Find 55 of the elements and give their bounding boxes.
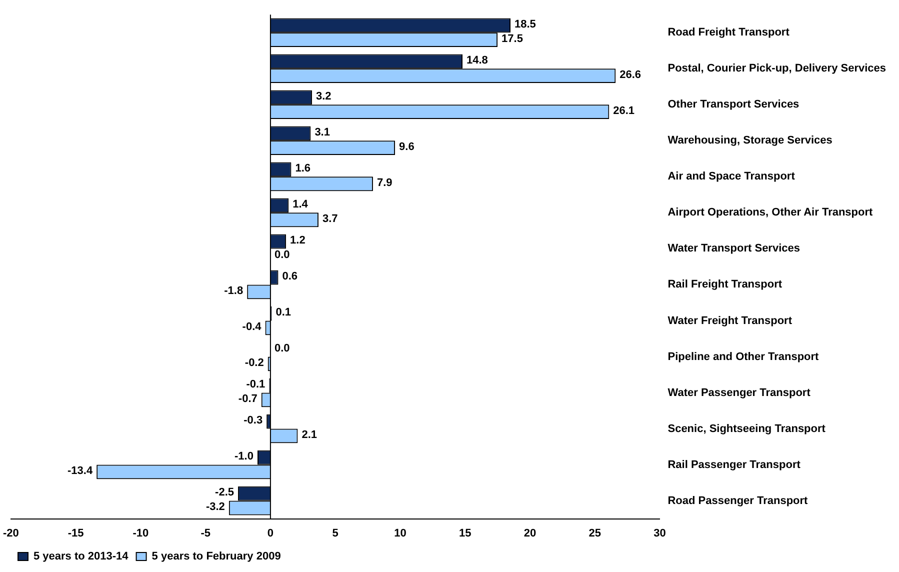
x-tick-label: -20 <box>2 527 19 540</box>
legend-label: 5 years to February 2009 <box>152 550 281 563</box>
data-label: -0.4 <box>242 320 262 333</box>
data-label: -1.8 <box>224 284 244 297</box>
data-label: -13.4 <box>68 465 94 478</box>
data-label: 0.0 <box>274 248 290 261</box>
data-label: -3.2 <box>206 501 225 514</box>
x-tick-label: 0 <box>267 527 274 540</box>
y-tick-label: Air and Space Transport <box>668 170 796 183</box>
y-tick-label: Water Freight Transport <box>668 314 792 327</box>
data-label: 26.1 <box>613 104 635 117</box>
data-label: 3.7 <box>322 212 338 225</box>
data-label: 9.6 <box>399 140 414 153</box>
data-label: -0.3 <box>244 414 263 427</box>
legend-label: 5 years to 2013-14 <box>34 550 130 563</box>
data-label: 3.1 <box>314 126 330 138</box>
data-label: 17.5 <box>502 32 523 45</box>
data-label: -1.0 <box>234 450 254 463</box>
y-tick-label: Road Freight Transport <box>668 26 790 39</box>
data-label: 14.8 <box>466 54 488 66</box>
y-tick-label: Warehousing, Storage Services <box>668 134 832 147</box>
x-tick-label: -15 <box>68 527 84 540</box>
data-label: 1.4 <box>292 198 309 211</box>
data-label: 1.6 <box>295 162 311 174</box>
data-label: 3.2 <box>316 90 332 102</box>
y-tick-label: Scenic, Sightseeing Transport <box>668 422 826 435</box>
y-tick-label: Water Transport Services <box>668 242 800 255</box>
y-tick-label: Rail Passenger Transport <box>668 458 801 471</box>
x-tick-label: 15 <box>458 527 472 540</box>
y-tick-label: Rail Freight Transport <box>668 278 782 291</box>
x-tick-label: -10 <box>132 527 149 540</box>
x-tick-label: 20 <box>524 527 536 540</box>
x-tick-label: 25 <box>588 527 601 540</box>
data-label: -0.7 <box>238 392 258 405</box>
data-label: 0.1 <box>276 306 292 319</box>
data-label: 26.6 <box>620 68 642 81</box>
y-tick-label: Airport Operations, Other Air Transport <box>668 206 874 219</box>
y-tick-label: Water Passenger Transport <box>668 386 811 399</box>
y-tick-label: Pipeline and Other Transport <box>668 350 820 363</box>
data-label: -2.5 <box>215 486 234 499</box>
x-tick-label: 30 <box>654 527 666 540</box>
x-tick-label: -5 <box>200 527 210 540</box>
data-label: 1.2 <box>290 234 306 247</box>
data-label: -0.2 <box>244 356 264 369</box>
data-label: 2.1 <box>302 429 318 441</box>
y-tick-label: Postal, Courier Pick-up, Delivery Services <box>668 62 886 75</box>
y-tick-label: Road Passenger Transport <box>668 494 808 507</box>
data-label: 0.0 <box>274 342 290 355</box>
y-tick-label: Other Transport Services <box>668 98 800 111</box>
x-tick-label: 5 <box>332 527 338 540</box>
x-tick-label: 10 <box>394 527 406 540</box>
data-label: 0.6 <box>282 270 298 283</box>
data-label: 7.9 <box>376 176 392 189</box>
data-label: 18.5 <box>514 18 536 30</box>
data-label: -0.1 <box>246 378 266 391</box>
